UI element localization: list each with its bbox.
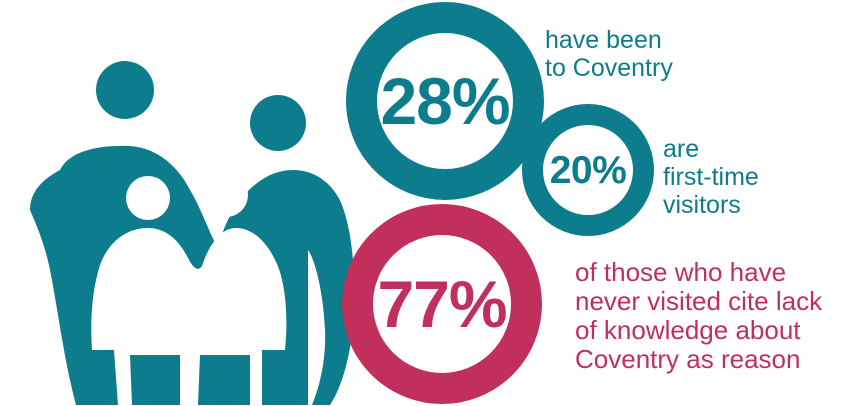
stat-value-never-visited-reason: 77% <box>377 267 507 341</box>
caption-line: are <box>663 135 700 163</box>
caption-line: have been <box>545 26 662 54</box>
caption-line: first-time <box>663 163 759 191</box>
caption-first-time-visitors: are first-time visitors <box>663 135 759 219</box>
stat-value-been-to-coventry: 28% <box>380 64 510 138</box>
stat-ring-been-to-coventry: 28% <box>346 2 544 200</box>
caption-never-visited-reason: of those who have never visited cite lac… <box>575 257 823 375</box>
caption-line: Coventry as reason <box>575 344 801 375</box>
caption-line: to Coventry <box>545 54 673 82</box>
caption-line: visitors <box>663 191 741 219</box>
family-icon <box>30 61 355 405</box>
caption-been-to-coventry: have been to Coventry <box>545 26 673 82</box>
caption-line: never visited cite lack <box>575 286 823 317</box>
caption-line: of those who have <box>575 257 787 287</box>
stat-ring-first-time-visitors: 20% <box>522 104 654 236</box>
caption-line: of knowledge about <box>575 315 801 346</box>
stat-value-first-time-visitors: 20% <box>549 148 627 192</box>
stat-ring-never-visited-reason: 77% <box>342 204 542 404</box>
